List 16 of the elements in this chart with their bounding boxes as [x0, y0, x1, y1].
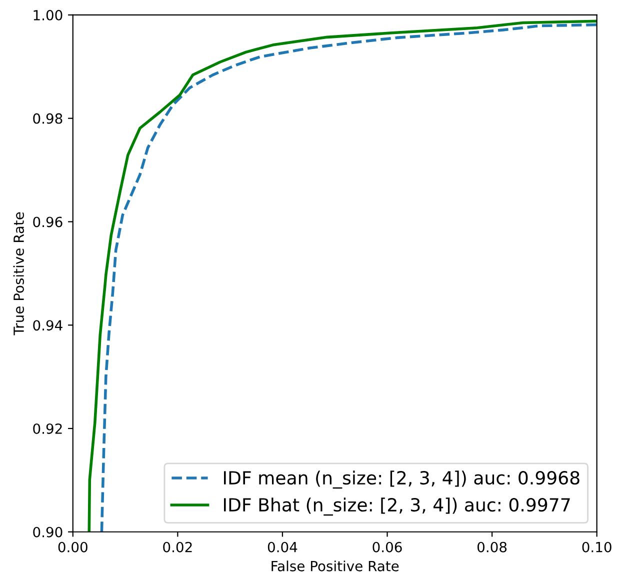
- x-tick-label: 0.04: [268, 542, 298, 552]
- y-tick-label: 0.96: [33, 216, 62, 228]
- y-tick-label: 0.98: [33, 113, 62, 124]
- x-tick-label: 0.06: [372, 542, 402, 552]
- y-axis-title: True Positive Rate: [13, 212, 24, 336]
- y-tick-label: 1.00: [34, 10, 62, 20]
- legend-label: IDF Bhat (n_size: [2, 3, 4]) auc: 0.9977: [224, 498, 570, 516]
- x-axis-title: False Positive Rate: [272, 560, 399, 572]
- x-tick-label: 0.08: [478, 542, 507, 552]
- x-tick-label: 0.00: [58, 542, 88, 552]
- y-tick-label: 0.90: [33, 526, 62, 538]
- x-tick-label: 0.10: [582, 542, 612, 552]
- legend-label: IDF mean (n_size: [2, 3, 4]) auc: 0.9968: [224, 470, 580, 489]
- x-tick-label: 0.02: [163, 542, 192, 552]
- y-tick-label: 0.92: [33, 423, 62, 434]
- y-tick-label: 0.94: [33, 320, 62, 331]
